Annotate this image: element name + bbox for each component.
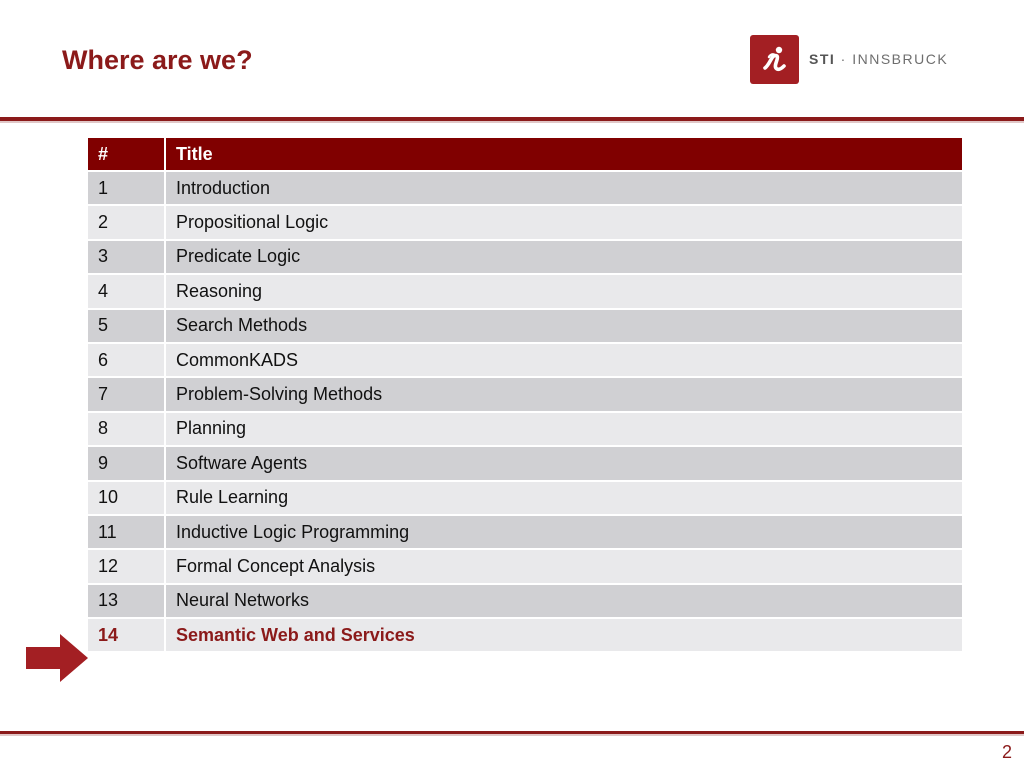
- row-title: Propositional Logic: [164, 204, 964, 241]
- table-row: 3 Predicate Logic: [86, 238, 964, 276]
- row-title: Planning: [164, 410, 964, 448]
- sti-logo-icon: [750, 34, 799, 84]
- row-number: 7: [86, 376, 166, 413]
- logo-brand: STI: [809, 51, 836, 67]
- table-row: 9 Software Agents: [86, 445, 964, 482]
- table-row: 12 Formal Concept Analysis: [86, 548, 964, 585]
- row-title: Software Agents: [164, 445, 964, 482]
- slide-title: Where are we?: [62, 45, 253, 75]
- logo-separator: ·: [840, 51, 847, 67]
- table-header-row: # Title: [86, 136, 964, 172]
- row-number: 11: [86, 513, 166, 551]
- sti-innsbruck-logo: STI · INNSBRUCK: [750, 34, 948, 84]
- row-title: Reasoning: [164, 273, 964, 310]
- row-title: Problem-Solving Methods: [164, 376, 964, 413]
- row-number: 9: [86, 445, 166, 482]
- table-row: 10 Rule Learning: [86, 479, 964, 516]
- row-number: 1: [86, 169, 166, 207]
- row-number: 10: [86, 479, 166, 516]
- table-row: 5 Search Methods: [86, 307, 964, 344]
- row-title: Rule Learning: [164, 479, 964, 516]
- header-divider-shadow: [0, 121, 1024, 123]
- row-title: Semantic Web and Services: [164, 617, 964, 654]
- table-row: 2 Propositional Logic: [86, 204, 964, 241]
- right-arrow-icon: [26, 634, 88, 682]
- footer-divider: [0, 731, 1024, 734]
- row-number: 6: [86, 341, 166, 379]
- row-title: Inductive Logic Programming: [164, 513, 964, 551]
- row-title: CommonKADS: [164, 341, 964, 379]
- table-row: 4 Reasoning: [86, 273, 964, 310]
- row-title: Introduction: [164, 169, 964, 207]
- row-number: 12: [86, 548, 166, 585]
- topics-table: # Title 1 Introduction 2 Propositional Logi…: [86, 136, 964, 654]
- table-row: 6 CommonKADS: [86, 341, 964, 379]
- row-number: 5: [86, 307, 166, 344]
- logo-wordmark: STI · INNSBRUCK: [809, 51, 948, 67]
- row-title: Formal Concept Analysis: [164, 548, 964, 585]
- table-row: 8 Planning: [86, 410, 964, 448]
- header-divider: [0, 117, 1024, 121]
- table-row: 7 Problem-Solving Methods: [86, 376, 964, 413]
- table-row: 11 Inductive Logic Programming: [86, 513, 964, 551]
- column-header-number: #: [86, 136, 166, 172]
- column-header-title: Title: [164, 136, 964, 172]
- row-title: Predicate Logic: [164, 238, 964, 276]
- row-number: 3: [86, 238, 166, 276]
- row-title: Search Methods: [164, 307, 964, 344]
- table-row: 1 Introduction: [86, 169, 964, 207]
- row-number: 4: [86, 273, 166, 310]
- page-number: 2: [1001, 742, 1012, 762]
- row-number: 8: [86, 410, 166, 448]
- topics-table-body: 1 Introduction 2 Propositional Logic 3 Predic…: [86, 169, 964, 654]
- row-title: Neural Networks: [164, 582, 964, 620]
- table-row: 13 Neural Networks: [86, 582, 964, 620]
- logo-name: INNSBRUCK: [852, 51, 949, 67]
- table-row: 14 Semantic Web and Services: [86, 617, 964, 654]
- row-number: 13: [86, 582, 166, 620]
- footer-divider-shadow: [0, 734, 1024, 736]
- row-number: 14: [86, 617, 166, 654]
- row-number: 2: [86, 204, 166, 241]
